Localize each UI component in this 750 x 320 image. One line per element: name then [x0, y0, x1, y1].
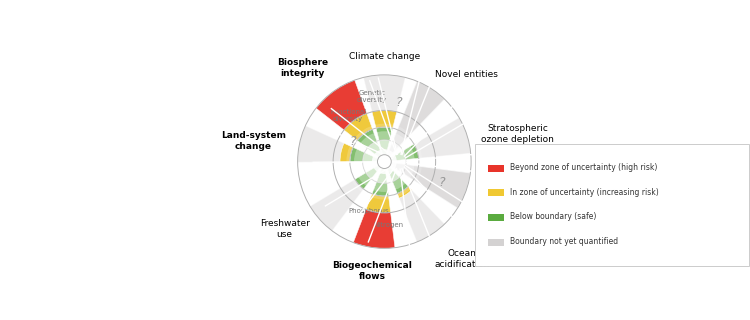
Text: Freshwater
use: Freshwater use [260, 219, 310, 239]
Text: Biogeochemical
flows: Biogeochemical flows [332, 261, 412, 282]
Wedge shape [387, 81, 445, 156]
Circle shape [354, 131, 415, 192]
Text: ?: ? [350, 135, 356, 148]
Wedge shape [316, 80, 382, 157]
Circle shape [346, 124, 422, 200]
Wedge shape [390, 163, 470, 208]
Circle shape [377, 155, 392, 169]
Wedge shape [344, 113, 373, 140]
Text: Nitrogen: Nitrogen [374, 222, 404, 228]
Text: Novel entities: Novel entities [435, 70, 497, 79]
Wedge shape [364, 75, 405, 155]
Text: Functional
diversity: Functional diversity [330, 109, 366, 123]
Wedge shape [390, 163, 470, 208]
Text: Beyond zone of uncertainty (high risk): Beyond zone of uncertainty (high risk) [510, 163, 657, 172]
Wedge shape [398, 187, 412, 198]
Text: Atmospheric aerosol
loading: Atmospheric aerosol loading [478, 189, 570, 209]
Text: ?: ? [439, 176, 445, 189]
Circle shape [372, 149, 397, 174]
Wedge shape [390, 144, 418, 161]
Wedge shape [355, 165, 380, 189]
Text: Land-system
change: Land-system change [221, 131, 286, 151]
Wedge shape [310, 165, 380, 231]
Wedge shape [387, 167, 408, 194]
Wedge shape [353, 168, 395, 248]
Wedge shape [357, 129, 382, 157]
Wedge shape [372, 110, 397, 128]
Text: ?: ? [396, 96, 403, 109]
Wedge shape [390, 117, 471, 161]
Wedge shape [298, 126, 378, 162]
Text: Climate change: Climate change [349, 52, 420, 61]
Wedge shape [350, 147, 378, 162]
Wedge shape [387, 167, 445, 242]
Circle shape [363, 140, 406, 183]
Text: Genetic
diversity: Genetic diversity [357, 90, 387, 103]
Text: Biosphere
integrity: Biosphere integrity [277, 58, 328, 78]
Wedge shape [353, 210, 395, 248]
Wedge shape [376, 127, 393, 155]
Text: Stratospheric
ozone depletion: Stratospheric ozone depletion [481, 124, 554, 144]
Text: Below boundary (safe): Below boundary (safe) [510, 212, 596, 221]
Wedge shape [372, 168, 388, 196]
Text: In zone of uncertainty (increasing risk): In zone of uncertainty (increasing risk) [510, 188, 658, 197]
Wedge shape [316, 80, 367, 130]
Text: Boundary not yet quantified: Boundary not yet quantified [510, 237, 618, 246]
Wedge shape [366, 194, 391, 213]
Text: Ocean
acidification: Ocean acidification [435, 249, 490, 269]
Wedge shape [340, 143, 353, 162]
Text: Phosphorus: Phosphorus [348, 208, 388, 214]
Wedge shape [387, 81, 445, 156]
